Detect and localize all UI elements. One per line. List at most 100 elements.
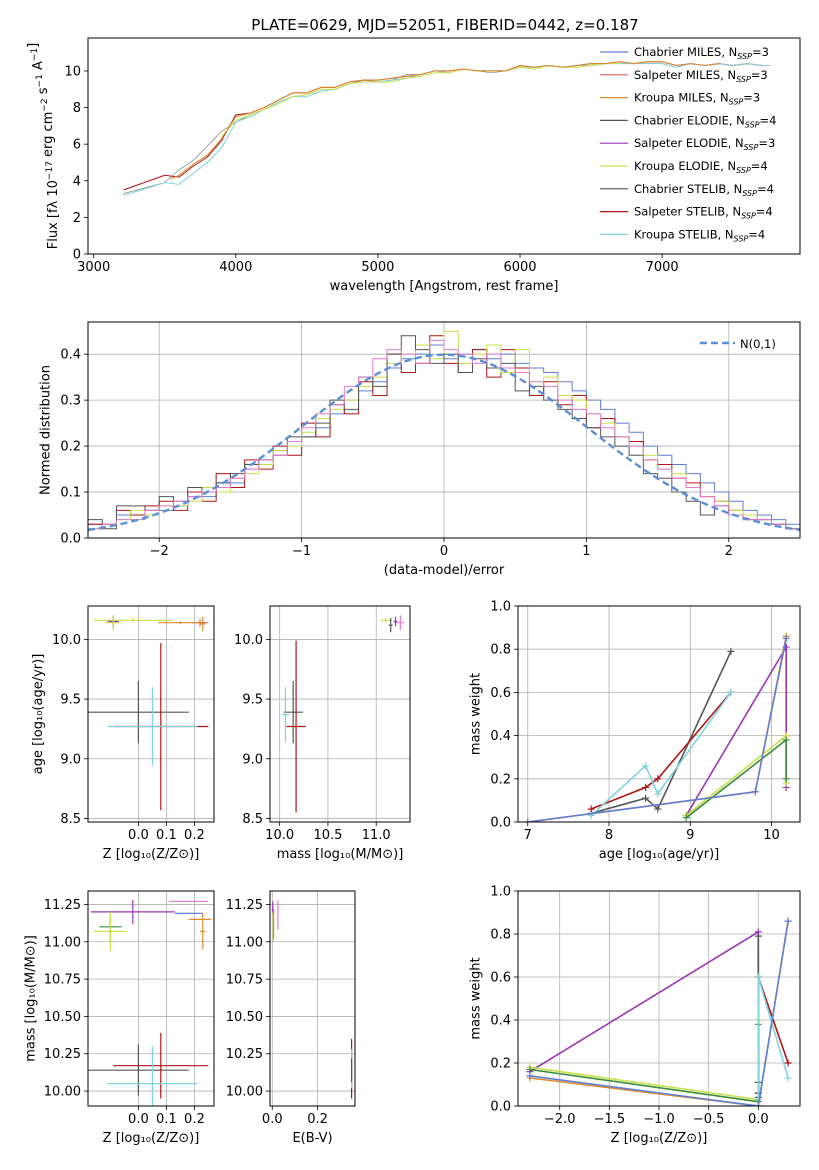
series-marker (654, 790, 662, 798)
y-tick-label: 0.2 (490, 772, 511, 787)
series-marker (727, 688, 735, 696)
y-tick-label: 11.25 (226, 898, 263, 913)
x-tick-label: 0.0 (748, 1112, 769, 1127)
legend-label: Kroupa MILES, NSSP=3 (634, 91, 760, 107)
axes-frame (269, 890, 356, 1107)
y-tick-label: 0.6 (490, 686, 511, 701)
y-tick-label: 8.5 (60, 812, 81, 827)
series-marker (526, 1065, 534, 1073)
series-marker (754, 1102, 762, 1106)
errorbar-point-1 (393, 616, 398, 627)
y-tick-label: 0.8 (490, 928, 511, 943)
y-tick-label: 10.00 (44, 1085, 81, 1100)
series-line-7 (529, 920, 789, 1106)
y-tick-label: 4 (73, 174, 81, 189)
plot-area (272, 899, 353, 1099)
y-tick-label: 8.5 (242, 812, 263, 827)
y-axis-label: mass weight (469, 673, 484, 755)
normal-curve (88, 353, 800, 532)
x-tick-label: 0.2 (184, 828, 205, 843)
x-tick-label: 2 (725, 544, 733, 559)
y-tick-label: 0.0 (60, 532, 81, 547)
x-axis-label: age [log₁₀(age/yr)] (599, 847, 720, 862)
errorbar-point-4 (283, 681, 303, 744)
series-marker (782, 736, 790, 744)
errorbar-point-2 (396, 615, 405, 630)
errorbar-point-0 (93, 617, 172, 623)
y-tick-label: 10 (64, 64, 81, 79)
x-tick-label: 0.1 (156, 828, 177, 843)
x-axis-label: mass [log₁₀(M/M⊙)] (277, 847, 404, 862)
x-axis-label: wavelength [Angstrom, rest frame] (330, 279, 559, 294)
histogram-step-4 (88, 339, 800, 530)
x-tick-label: 10.5 (313, 828, 342, 843)
x-tick-label: 0.0 (128, 1112, 149, 1127)
errorbar-point-4 (200, 616, 206, 632)
errorbar-point-6 (88, 681, 189, 744)
y-tick-label: 1.0 (490, 600, 511, 615)
x-tick-label: −1.5 (594, 1112, 626, 1127)
y-axis-label: age [log₁₀(age/yr)] (31, 654, 46, 775)
x-tick-label: 0.0 (128, 828, 149, 843)
y-tick-label: 0 (73, 248, 81, 263)
series-marker (727, 647, 735, 655)
x-tick-label: 0 (440, 544, 448, 559)
x-tick-label: 4000 (219, 260, 252, 275)
y-tick-label: 9.5 (242, 693, 263, 708)
x-axis-label: E(B-V) (292, 1131, 332, 1146)
errorbar-point-4 (93, 911, 128, 951)
y-tick-label: 2 (73, 211, 81, 226)
axes-frame (269, 605, 411, 823)
x-tick-label: 5000 (361, 260, 394, 275)
plot-area (123, 61, 771, 196)
y-tick-label: 0.4 (490, 1014, 511, 1029)
series-marker (682, 814, 690, 822)
x-tick-label: 7 (524, 828, 532, 843)
y-axis-label: Normed distribution (39, 365, 54, 495)
y-tick-label: 6 (73, 138, 81, 153)
series-marker (782, 775, 790, 783)
legend-label: Salpeter MILES, NSSP=3 (634, 68, 768, 84)
y-tick-label: 10.50 (44, 1010, 81, 1025)
figure-title: PLATE=0629, MJD=52051, FIBERID=0442, z=0… (251, 16, 638, 34)
y-tick-label: 10.0 (52, 633, 81, 648)
series-marker (654, 775, 662, 783)
x-tick-label: 8 (605, 828, 613, 843)
y-tick-label: 0.8 (490, 643, 511, 658)
errorbar-point-8 (113, 1032, 209, 1099)
series-line-2 (123, 63, 771, 196)
y-tick-label: 10.75 (226, 973, 263, 988)
panel-age_vs_mass: 10.0 10.5 11.0 8.5 9.0 9.5 10.0 mass [log₁₀(M/M… (234, 605, 411, 862)
legend-label: Salpeter STELIB, NSSP=4 (634, 205, 773, 221)
y-tick-label: 0.3 (60, 394, 81, 409)
series-marker (642, 794, 650, 802)
x-tick-label: 1 (582, 544, 590, 559)
legend-label: Salpeter ELODIE, NSSP=3 (634, 136, 775, 152)
y-axis-label: Flux [fλ 10−17 erg cm−2 s−1 A−1] (26, 43, 61, 249)
x-tick-label: −1.0 (643, 1112, 675, 1127)
panel-residuals: −2 −1 0 1 2 0.0 0.1 0.2 0.3 0.4 (data-model)/error… (39, 321, 801, 578)
y-axis-label: mass [log₁₀(M/M⊙)] (24, 935, 39, 1062)
series-marker (784, 1074, 792, 1082)
series-line-1 (590, 691, 732, 810)
series-line-2 (590, 691, 732, 817)
panel-weight_vs_age: 7 8 9 10 0.0 0.2 0.4 0.6 0.8 1.0 age [log₁₀(age/yr… (469, 600, 801, 862)
legend-label: Kroupa ELODIE, NSSP=4 (634, 159, 768, 175)
y-tick-label: 10.75 (44, 973, 81, 988)
errorbar-point-6 (281, 687, 290, 743)
x-tick-label: 9 (686, 828, 694, 843)
y-tick-label: 9.0 (242, 752, 263, 767)
series-marker (526, 1072, 534, 1080)
x-tick-label: 0.0 (262, 1112, 283, 1127)
panel-age_vs_Z: 0.0 0.1 0.2 8.5 9.0 9.5 10.0 Z [log₁₀(Z/Z⊙)] age… (31, 605, 215, 862)
errorbar-point-3 (388, 617, 393, 633)
errorbar-point-5 (158, 621, 203, 624)
errorbar-point-5 (286, 640, 306, 813)
series-marker (784, 1059, 792, 1067)
y-tick-label: 10.0 (234, 633, 263, 648)
y-tick-label: 1.0 (490, 885, 511, 900)
panel-spectrum: 3000 4000 5000 6000 7000 0 2 4 6 8 10 wavelength [A… (26, 37, 801, 294)
x-tick-label: 10.0 (265, 828, 294, 843)
x-tick-label: 0.2 (307, 1112, 328, 1127)
series-marker (642, 762, 650, 770)
